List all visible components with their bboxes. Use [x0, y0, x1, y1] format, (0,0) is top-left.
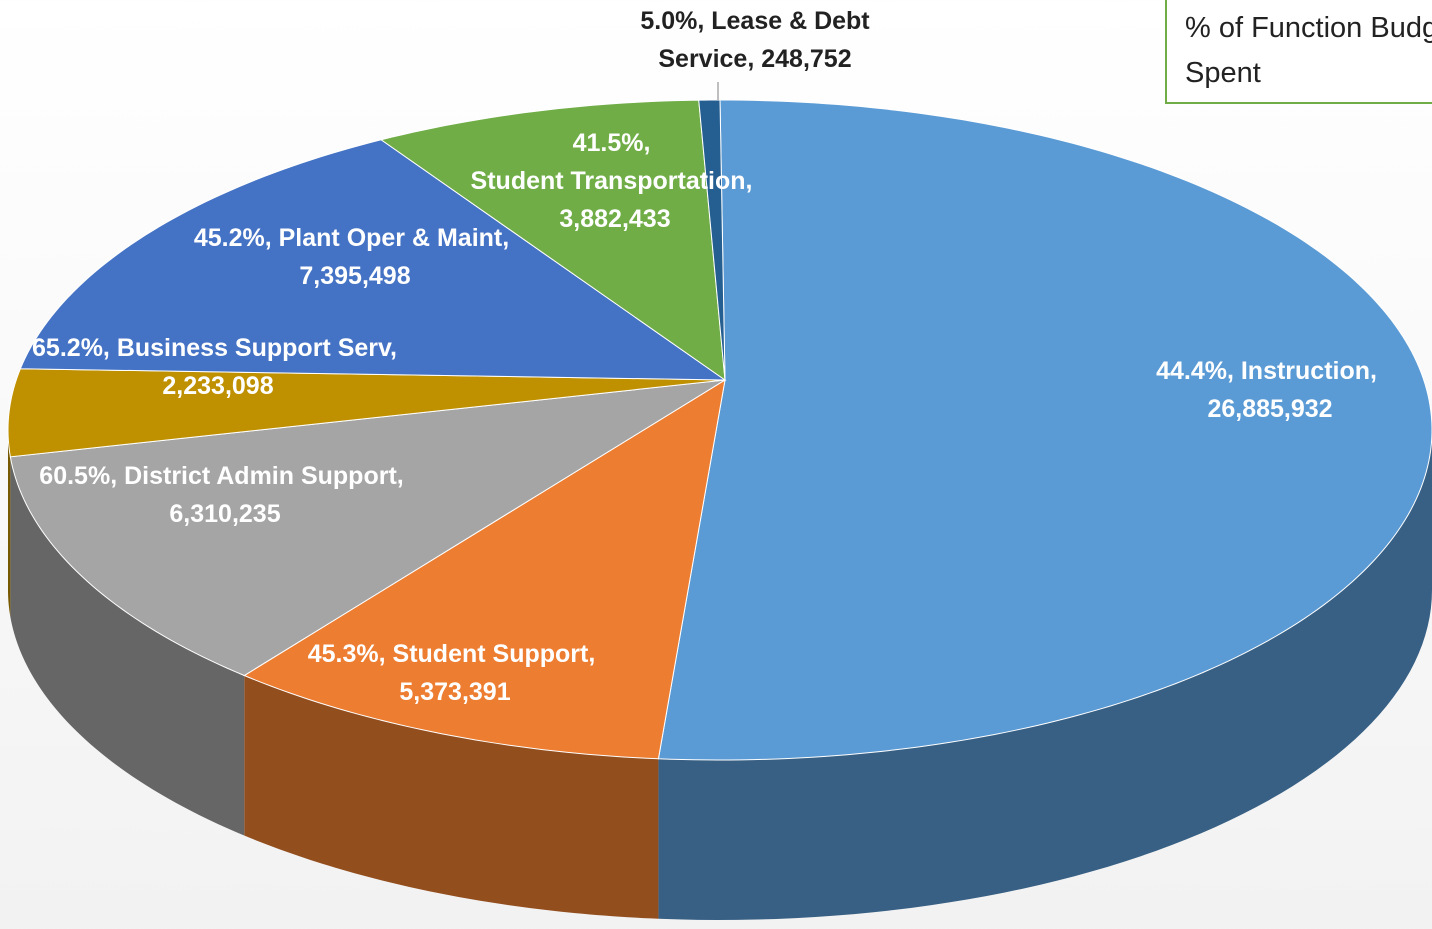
data-label-percent: 45.3%	[308, 640, 379, 668]
slice-side	[244, 675, 659, 919]
data-label-value: 26,885,932	[1207, 395, 1332, 423]
data-label-percent: 60.5%	[39, 462, 110, 490]
data-label-percent: 41.5%	[573, 129, 644, 157]
data-label-value: 7,395,498	[299, 262, 410, 290]
slice	[379, 99, 726, 382]
data-label-percent: 45.2%	[194, 224, 265, 252]
data-label-value: 6,310,235	[169, 500, 280, 528]
slice	[698, 99, 726, 381]
data-label-category: District Admin Support	[124, 462, 397, 490]
slice-side	[10, 456, 245, 836]
data-label-value: 2,233,098	[162, 372, 273, 400]
data-label-category: Student Support	[393, 640, 589, 668]
data-label-value: 3,882,433	[559, 205, 670, 233]
data-label-percent: 44.4%	[1156, 357, 1227, 385]
slice	[243, 378, 726, 760]
slice	[9, 379, 726, 677]
slice	[657, 99, 1432, 761]
data-label: 5.0%, Lease & Debt Service, 248,752	[640, 7, 870, 73]
data-label-value: 5,373,391	[399, 678, 510, 706]
data-label-value: 248,752	[761, 45, 851, 73]
data-label-category: Business Support Serv	[117, 334, 392, 362]
data-label-percent: 5.0%	[640, 7, 697, 35]
data-label-category: Instruction	[1241, 357, 1370, 385]
data-label-category: Student Transportation	[471, 167, 746, 195]
legend-title: % of Function Budget Spent	[1165, 0, 1432, 104]
data-label-percent: 65.2%	[32, 334, 103, 362]
slice-side	[658, 430, 1432, 920]
slice	[7, 368, 726, 458]
data-label-category: Lease & Debt	[711, 7, 870, 35]
slice	[19, 139, 727, 381]
data-label-category: Service	[658, 45, 747, 73]
data-label-category: Plant Oper & Maint	[279, 224, 503, 252]
slice-side	[8, 430, 11, 617]
